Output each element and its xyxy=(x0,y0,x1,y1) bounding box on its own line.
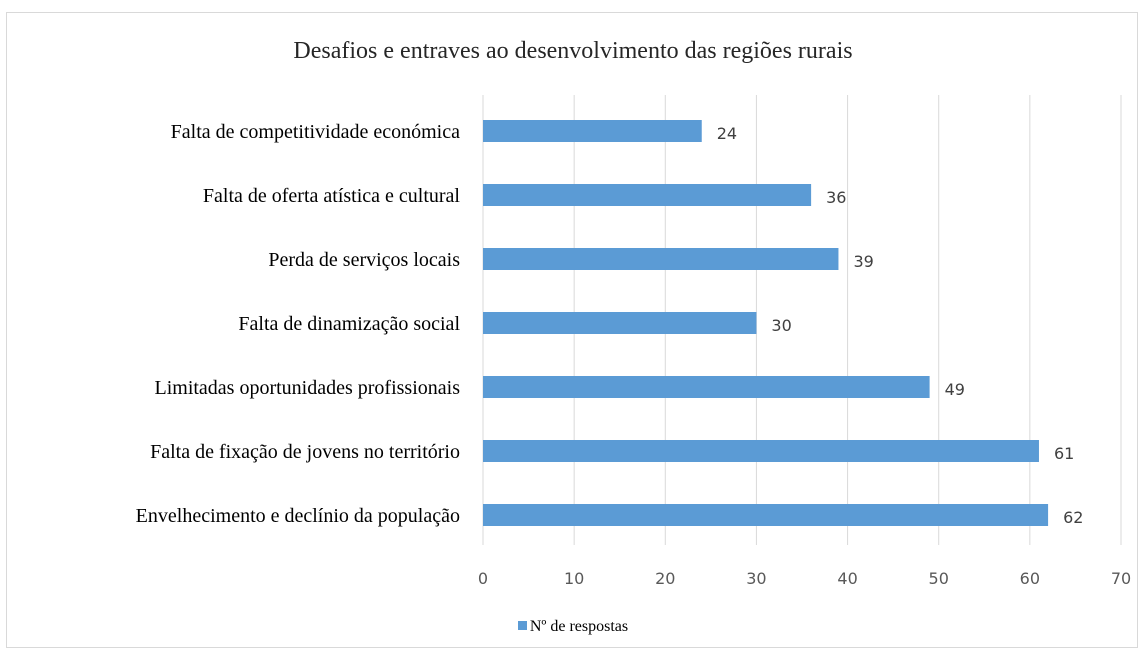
bar xyxy=(483,440,1039,462)
bar-value-label: 49 xyxy=(945,380,965,399)
category-label: Falta de dinamização social xyxy=(238,313,460,335)
bar xyxy=(483,248,839,270)
bar xyxy=(483,184,812,206)
x-tick-label: 30 xyxy=(746,569,766,588)
data-labels: 24 36 39 30 49 61 62 xyxy=(717,124,1084,527)
bar xyxy=(483,120,702,142)
bar xyxy=(483,312,757,334)
x-tick-label: 0 xyxy=(478,569,488,588)
x-tick-label: 50 xyxy=(929,569,949,588)
bar-value-label: 39 xyxy=(853,252,873,271)
bar-value-label: 61 xyxy=(1054,444,1074,463)
bar-value-label: 30 xyxy=(771,316,791,335)
legend-swatch xyxy=(517,621,527,630)
bar-value-label: 62 xyxy=(1063,508,1083,527)
legend: Nº de respostas xyxy=(0,618,1146,636)
x-tick-label: 60 xyxy=(1020,569,1040,588)
category-label: Falta de oferta atística e cultural xyxy=(203,185,461,207)
x-tick-label: 70 xyxy=(1111,569,1131,588)
category-label: Envelhecimento e declínio da população xyxy=(136,505,460,527)
bars xyxy=(483,120,1049,526)
x-tick-label: 20 xyxy=(655,569,675,588)
category-label: Falta de competitividade económica xyxy=(171,121,460,143)
chart-title: Desafios e entraves ao desenvolvimento d… xyxy=(293,38,853,64)
legend-label: Nº de respostas xyxy=(529,618,629,635)
bar xyxy=(483,376,930,398)
category-labels: Falta de competitividade económica Falta … xyxy=(136,121,461,527)
bar xyxy=(483,504,1049,526)
bar-value-label: 24 xyxy=(717,124,737,143)
category-label: Perda de serviços locais xyxy=(268,249,460,271)
bar-value-label: 36 xyxy=(826,188,846,207)
category-label: Falta de fixação de jovens no território xyxy=(150,441,460,463)
x-tick-labels: 0 10 20 30 40 50 60 70 xyxy=(478,569,1131,588)
x-tick-label: 40 xyxy=(837,569,857,588)
category-label: Limitadas oportunidades profissionais xyxy=(154,377,460,399)
x-tick-label: 10 xyxy=(564,569,584,588)
